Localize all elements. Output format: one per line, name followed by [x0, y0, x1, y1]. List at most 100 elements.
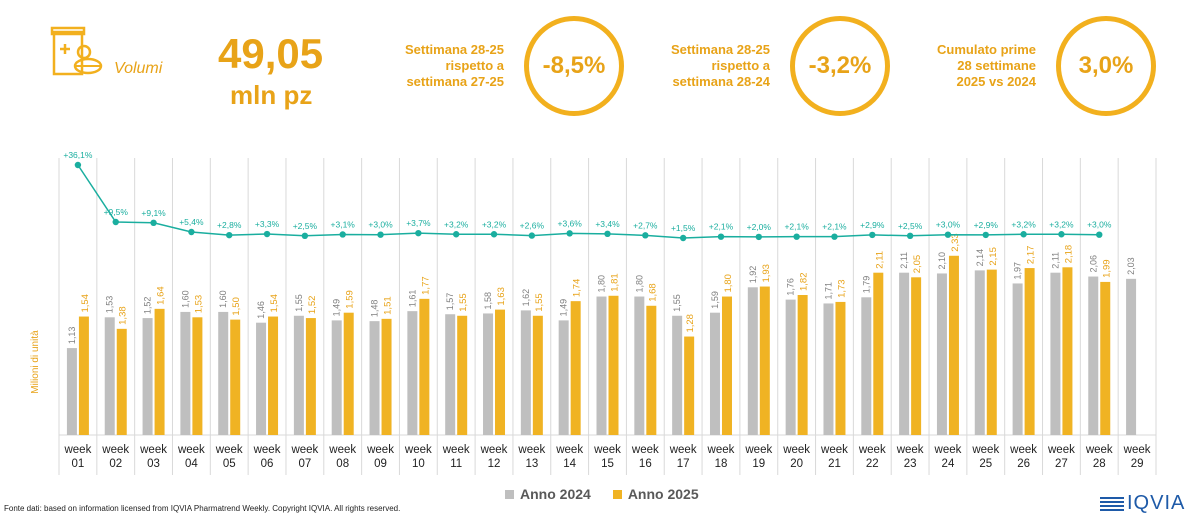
x-tick-label-number: 21: [828, 458, 841, 470]
x-tick-label-week: week: [555, 444, 583, 456]
bar-2025-label: 2,18: [1063, 245, 1074, 263]
growth-label: +2,9%: [860, 220, 885, 230]
growth-point: [490, 231, 498, 238]
growth-point: [1058, 231, 1065, 238]
kpi-2-circle: -3,2%: [790, 16, 890, 116]
bar-2024: [104, 317, 115, 435]
bar-2025-label: 1,54: [269, 294, 280, 313]
bar-2024-label: 1,80: [597, 275, 607, 293]
x-tick-label-number: 18: [715, 458, 728, 470]
growth-point: [339, 231, 346, 238]
growth-label: +3,1%: [331, 219, 356, 229]
x-tick-label-week: week: [177, 444, 205, 456]
legend-swatch-2024: [505, 489, 514, 499]
growth-point: [1020, 231, 1027, 238]
x-tick-label-week: week: [1123, 444, 1151, 456]
bar-2024-label: 1,61: [407, 290, 417, 308]
bar-2025-label: 2,11: [874, 251, 885, 269]
growth-label: +2,0%: [747, 222, 772, 232]
bar-2025-label: 2,15: [988, 247, 999, 266]
bar-2024: [747, 287, 758, 435]
bar-2025-label: 1,55: [534, 293, 545, 312]
growth-point: [793, 233, 800, 240]
bar-2025: [532, 315, 543, 435]
growth-point: [566, 230, 573, 237]
bar-2025: [911, 277, 922, 435]
bar-2024: [899, 272, 910, 435]
x-tick-label-number: 13: [525, 458, 538, 470]
growth-label: +2,1%: [784, 222, 809, 232]
legend-label-2024: Anno 2024: [520, 486, 591, 502]
x-tick-label-week: week: [1047, 444, 1075, 456]
x-tick-label-number: 29: [1131, 458, 1144, 470]
growth-label: +2,6%: [520, 221, 545, 231]
kpi-3-label: Cumulato prime 28 settimane 2025 vs 2024: [900, 42, 1036, 90]
bar-2025: [116, 328, 127, 435]
growth-label: +9,5%: [104, 207, 129, 217]
x-tick-label-week: week: [1085, 444, 1113, 456]
bar-2024: [218, 311, 229, 435]
bar-2024: [407, 311, 418, 435]
x-tick-label-week: week: [215, 444, 243, 456]
x-tick-label-week: week: [820, 444, 848, 456]
growth-label: +5,4%: [179, 217, 204, 227]
bar-2024-label: 1,76: [786, 278, 796, 296]
kpi-2-line-3: settimana 28-24: [672, 74, 770, 89]
weekly-volume-chart: Milioni di unità 1,131,54week011,531,38we…: [30, 150, 1157, 475]
bar-2025: [1100, 281, 1111, 435]
bar-2024: [1126, 278, 1137, 435]
kpi-1-label: Settimana 28-25 rispetto a settimana 27-…: [372, 42, 504, 90]
growth-point: [869, 231, 876, 239]
x-tick-label-number: 15: [601, 458, 614, 470]
bar-2024: [445, 314, 456, 435]
bar-2025: [986, 269, 997, 435]
bar-2025-label: 2,05: [912, 255, 923, 273]
growth-point: [755, 233, 763, 241]
bar-2025: [646, 305, 657, 435]
growth-label: +36,1%: [63, 150, 93, 160]
growth-label: +3,2%: [482, 219, 507, 229]
x-tick-label-week: week: [101, 444, 129, 456]
bar-2025: [457, 315, 468, 435]
bar-2025-label: 1,52: [307, 296, 318, 315]
x-tick-label-week: week: [290, 444, 318, 456]
bar-2024-label: 1,60: [218, 290, 228, 308]
x-tick-label-number: 16: [639, 458, 652, 470]
bar-2025-label: 1,59: [345, 290, 356, 309]
bar-2024-label: 1,49: [332, 299, 342, 317]
x-tick-label-number: 23: [904, 458, 917, 470]
x-tick-label-number: 03: [147, 458, 160, 470]
bar-2024: [596, 296, 607, 435]
growth-point: [982, 231, 989, 239]
bar-2024: [483, 313, 494, 435]
bar-2024: [369, 321, 380, 435]
bar-2025: [268, 316, 279, 435]
growth-point: [377, 231, 384, 238]
x-tick-label-week: week: [1009, 444, 1037, 456]
bar-2024-label: 1,57: [445, 293, 455, 311]
bar-2025: [873, 272, 884, 435]
bar-2024: [974, 270, 985, 435]
x-tick-label-number: 14: [563, 458, 576, 470]
x-tick-label-week: week: [707, 444, 735, 456]
bar-2024-label: 1,13: [67, 327, 77, 345]
growth-label: +3,0%: [368, 220, 393, 230]
y-axis-label: Milioni di unità: [30, 330, 41, 394]
x-tick-label-week: week: [404, 444, 432, 456]
bar-2025-label: 1,38: [118, 306, 129, 325]
bar-2025: [78, 316, 89, 435]
x-tick-label-week: week: [328, 444, 356, 456]
bar-2024: [634, 296, 645, 435]
pill-box-icon: [48, 26, 108, 82]
x-tick-label-number: 10: [412, 458, 425, 470]
legend-swatch-2025: [612, 489, 622, 499]
bar-2024: [331, 320, 342, 435]
bar-2025-label: 1,68: [647, 283, 658, 302]
x-tick-label-number: 05: [223, 458, 236, 470]
bar-2024: [1012, 283, 1023, 435]
bar-2025: [684, 336, 695, 435]
legend-label-2025: Anno 2025: [627, 486, 699, 502]
bar-2024: [520, 310, 531, 435]
bar-2025-label: 1,74: [572, 279, 583, 298]
total-unit: mln pz: [230, 80, 313, 110]
